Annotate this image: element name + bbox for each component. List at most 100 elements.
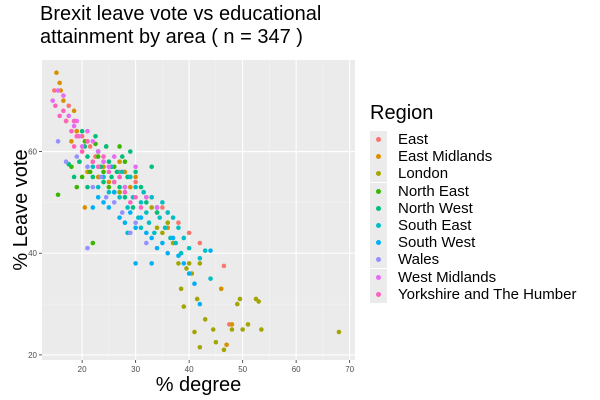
x-axis-title: % degree — [156, 374, 242, 396]
x-tick-label: 70 — [345, 365, 354, 374]
point-yorkshire-and-the-humber — [122, 189, 128, 195]
legend-key — [370, 268, 387, 286]
point-west-midlands — [71, 123, 77, 129]
point-west-midlands — [79, 144, 85, 149]
y-tick-label: 20 — [28, 351, 37, 360]
point-london — [181, 304, 187, 309]
point-north-east — [106, 184, 112, 190]
legend-key — [370, 148, 387, 166]
point-wales — [111, 200, 117, 205]
point-wales — [74, 154, 80, 159]
legend-item-wales: Wales — [370, 251, 576, 269]
legend-label: North East — [398, 182, 469, 200]
grid-lines — [42, 60, 355, 360]
point-south-west — [106, 205, 112, 210]
legend-dot-icon — [376, 188, 381, 194]
point-south-east — [186, 245, 192, 251]
y-tick-label: 60 — [28, 148, 37, 157]
legend-dot-icon — [376, 171, 381, 177]
point-south-east — [138, 225, 144, 231]
legend-label: Wales — [398, 251, 440, 269]
point-london — [229, 327, 235, 332]
point-yorkshire-and-the-humber — [127, 200, 133, 205]
point-south-east — [162, 225, 168, 231]
point-west-midlands — [95, 149, 101, 154]
point-south-east — [165, 210, 171, 215]
point-south-west — [122, 220, 128, 226]
point-east-midlands — [69, 139, 74, 144]
point-london — [117, 189, 122, 195]
point-west-midlands — [61, 93, 66, 98]
point-wales — [103, 194, 109, 200]
legend-item-south-west: South West — [370, 234, 576, 252]
point-west-midlands — [154, 205, 160, 210]
legend-dot-icon — [376, 240, 381, 246]
point-north-west — [133, 169, 138, 175]
legend-item-east-midlands: East Midlands — [370, 148, 576, 166]
point-west-midlands — [50, 98, 56, 103]
point-east-midlands — [71, 108, 77, 114]
legend-label: East Midlands — [398, 148, 493, 166]
point-north-west — [71, 174, 77, 180]
y-axis-title: % Leave vote — [10, 149, 32, 270]
point-yorkshire-and-the-humber — [138, 205, 144, 210]
x-tick-label: 60 — [292, 365, 301, 374]
point-south-east — [144, 210, 149, 215]
point-north-east — [79, 174, 85, 180]
point-east-midlands — [54, 70, 59, 76]
point-yorkshire-and-the-humber — [111, 179, 117, 185]
legend-dot-icon — [376, 205, 381, 211]
point-east — [186, 230, 192, 236]
point-yorkshire-and-the-humber — [71, 144, 77, 149]
point-south-west — [170, 235, 176, 241]
point-south-east — [117, 194, 122, 200]
point-west-midlands — [55, 88, 61, 93]
point-east — [133, 179, 138, 185]
point-north-west — [154, 210, 160, 215]
point-east-midlands — [133, 174, 138, 180]
point-london — [194, 296, 200, 302]
point-north-west — [85, 154, 90, 159]
point-wales — [127, 230, 133, 236]
point-west-midlands — [144, 194, 149, 200]
point-south-west — [160, 240, 165, 246]
point-london — [259, 327, 264, 332]
legend-label: West Midlands — [398, 268, 497, 286]
point-wales — [90, 184, 96, 190]
legend-label: South West — [398, 234, 476, 252]
point-south-east — [176, 225, 181, 231]
point-south-east — [157, 215, 163, 220]
point-wales — [119, 210, 125, 215]
point-south-east — [90, 164, 96, 170]
point-london — [160, 230, 165, 236]
x-tick-label: 30 — [131, 365, 140, 374]
legend-items: East East Midlands London North East North W… — [370, 131, 576, 303]
legend-item-south-east: South East — [370, 217, 576, 235]
point-yorkshire-and-the-humber — [117, 174, 122, 180]
legend-item-west-midlands: West Midlands — [370, 268, 576, 286]
point-south-east — [106, 189, 112, 195]
point-wales — [85, 245, 90, 251]
point-north-west — [149, 164, 154, 170]
point-yorkshire-and-the-humber — [133, 194, 138, 200]
point-wales — [98, 174, 104, 180]
point-london — [256, 299, 261, 304]
point-east-midlands — [218, 286, 224, 292]
point-west-midlands — [90, 139, 96, 144]
point-south-west — [208, 248, 213, 253]
point-east-midlands — [82, 205, 88, 210]
point-south-west — [111, 189, 117, 195]
legend-key — [370, 285, 387, 303]
legend-dot-icon — [376, 154, 381, 160]
point-london — [240, 327, 245, 332]
point-north-west — [101, 179, 106, 185]
point-south-west — [95, 194, 101, 200]
point-yorkshire-and-the-humber — [95, 164, 101, 170]
point-london — [213, 339, 219, 345]
point-london — [176, 261, 181, 266]
point-west-midlands — [133, 164, 138, 170]
point-yorkshire-and-the-humber — [53, 103, 58, 109]
point-east — [160, 205, 165, 210]
chart-title-line-1: Brexit leave vote vs educational — [40, 3, 322, 25]
point-south-west — [165, 250, 171, 256]
